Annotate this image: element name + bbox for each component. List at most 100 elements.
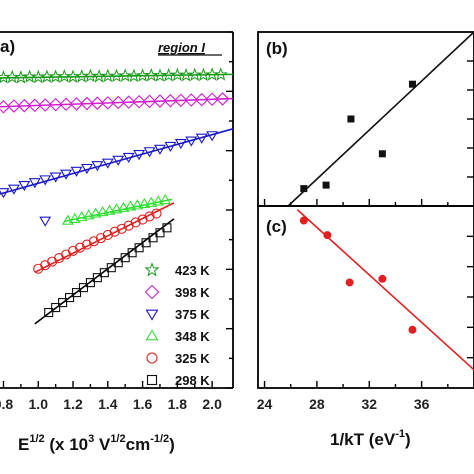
panel-a-ticks: 0.8 1.0 1.2 1.4 1.6 1.8 2.0 [0,31,233,412]
panel-b-fit-line [287,31,474,207]
point-348K [138,197,151,208]
point-398K [184,93,199,107]
point-375K [185,136,198,147]
region-annotation: region I [158,40,205,55]
panel-a-data-points [0,67,230,318]
data-point [408,80,416,88]
point-375K [60,169,73,180]
point-375K [195,133,208,144]
point-298K [44,307,54,318]
data-point [347,115,355,123]
point-325K [102,229,113,240]
point-298K [65,293,75,303]
point-398K [101,96,115,110]
point-398K [38,98,52,112]
legend-label: 348 K [175,329,210,344]
point-375K [0,188,10,199]
panel-b-data-points [300,80,416,193]
point-375K [206,131,219,142]
point-348K [159,193,172,205]
legend-label: 398 K [175,285,210,300]
panel-a-xtick-label: 1.0 [29,396,49,412]
panel-c-xlabel: 1/kT (eV-1) [330,428,411,449]
fit-line-423K [0,73,234,79]
point-375K [133,150,146,161]
point-398K [205,92,219,107]
point-375K [91,161,104,172]
point-325K [123,220,134,231]
point-348K [152,195,165,206]
point-398K [0,99,11,114]
point-325K [144,211,155,222]
point-348K [110,203,123,214]
panel-a-legend: 423 K 398 K 375 K 348 K 325 K 298 K [144,262,210,388]
panel-c-label: (c) [266,217,287,236]
point-398K [174,93,188,108]
point-375K [7,184,20,195]
point-398K [27,98,42,113]
data-point [323,231,332,240]
point-375K [154,144,166,155]
panel-c-xtick-label: 32 [361,396,377,412]
panel-b-ticks [263,60,474,206]
point-325K [151,208,162,219]
point-348K [75,211,88,222]
point-298K [71,288,82,298]
point-375K [101,158,114,169]
point-398K [80,96,94,111]
point-348K [61,214,74,225]
point-398K [90,96,105,110]
data-point [408,325,417,334]
panel-b: (b) [257,31,474,207]
point-398K [215,92,230,106]
data-point [378,150,386,158]
point-298K [78,283,89,293]
point-325K [109,226,120,237]
point-298K [51,302,61,313]
panel-a-xtick-label: 1.2 [63,396,83,412]
point-348K [131,199,144,210]
legend-label: 375 K [175,307,210,322]
panel-c: 24 28 32 36 (c) 1/kT (eV-1) [257,205,474,449]
point-348K [103,204,116,215]
panel-c-xtick-label: 24 [257,396,273,412]
point-298K [141,238,151,248]
point-375K [28,178,41,189]
point-375K [49,172,62,183]
legend-marker-375K [145,309,159,321]
point-325K [81,239,92,250]
panel-c-xtick-label: 28 [309,396,325,412]
point-298K [106,263,116,273]
data-point [378,274,387,283]
point-423K [213,67,228,81]
point-375K [174,139,187,150]
panel-a-xlabel: E1/2 (x 103 V1/2cm-1/2) [18,433,175,454]
point-348K [68,212,81,223]
point-375K [143,147,156,158]
panel-b-frame [257,31,474,207]
point-298K [127,248,137,258]
panel-b-label: (b) [266,39,288,58]
point-398K [7,99,21,113]
point-398K [194,92,209,107]
panel-a-xtick-label: 0.8 [0,396,13,412]
legend-marker-298K [146,374,158,386]
point-375K [112,155,125,166]
point-325K [95,233,106,244]
legend-marker-325K [146,352,158,364]
point-398K [17,98,32,113]
point-375K [70,166,83,177]
point-298K [99,268,109,278]
data-point [300,185,308,193]
point-325K [67,245,79,256]
panel-c-frame [257,205,474,389]
point-348K [96,206,109,217]
point-348K [124,200,137,211]
panel-a-xtick-label: 1.8 [168,396,188,412]
fit-line [287,31,474,207]
point-398K [48,97,63,112]
point-298K [85,278,95,288]
point-298K [92,273,102,283]
point-398K [132,94,146,109]
